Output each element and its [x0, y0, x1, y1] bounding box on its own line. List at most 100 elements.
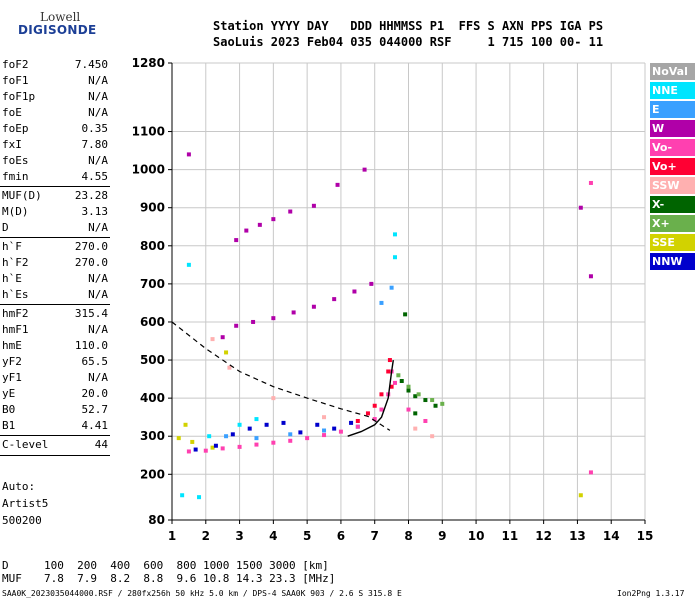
param-separator: [0, 435, 110, 436]
tick-label-x: 13: [569, 529, 586, 543]
data-point-ssw: [227, 365, 232, 370]
param-row: foEp 0.35: [2, 121, 108, 137]
param-key: foF1: [2, 74, 29, 87]
tick-label-y: 1280: [132, 56, 165, 70]
param-row: foEs N/A: [2, 153, 108, 169]
data-point-w: [311, 203, 316, 208]
param-value: N/A: [88, 288, 108, 301]
data-point-nnw: [281, 420, 286, 425]
data-point-vo-: [379, 392, 384, 397]
data-point-w: [257, 222, 262, 227]
data-point-w: [234, 238, 239, 243]
tick-label-x: 3: [235, 529, 243, 543]
param-row: h`F2 270.0: [2, 255, 108, 271]
data-point-vo-: [588, 470, 593, 475]
data-point-vo-: [271, 440, 276, 445]
data-point-sse: [224, 350, 229, 355]
legend-item-nne: NNE: [650, 82, 695, 99]
data-point-x-: [399, 378, 404, 383]
artist-line-3: 500200: [2, 514, 42, 527]
data-point-x-: [406, 388, 411, 393]
tick-label-x: 2: [202, 529, 210, 543]
data-point-e: [389, 285, 394, 290]
param-value: N/A: [88, 90, 108, 103]
trace-curve: [347, 359, 394, 437]
chart-points: [176, 152, 593, 500]
footer-info: SAA0K_2023035044000.RSF / 280fx256h 50 k…: [2, 589, 402, 598]
data-point-nnw: [315, 422, 320, 427]
param-value: 4.41: [81, 419, 109, 432]
data-point-sse: [210, 445, 215, 450]
param-key: h`E: [2, 272, 22, 285]
param-separator: [0, 455, 110, 456]
param-row: h`Es N/A: [2, 287, 108, 303]
data-point-x-: [416, 392, 421, 397]
data-point-w: [271, 316, 276, 321]
param-separator: [0, 304, 110, 305]
param-key: M(D): [2, 205, 29, 218]
data-point-nnw: [298, 430, 303, 435]
param-key: hmF1: [2, 323, 29, 336]
param-value: 65.5: [81, 355, 109, 368]
param-value: 3.13: [81, 205, 109, 218]
data-point-vo-: [355, 418, 360, 423]
data-point-vo-: [392, 380, 397, 385]
param-key: MUF(D): [2, 189, 42, 202]
data-point-nnw: [264, 422, 269, 427]
data-point-sse: [190, 439, 195, 444]
param-row: foF1p N/A: [2, 89, 108, 105]
logo-digisonde: DIGISONDE: [18, 23, 97, 37]
param-value: N/A: [88, 221, 108, 234]
data-point-w: [271, 217, 276, 222]
data-point-vo-: [322, 433, 327, 438]
data-point-w: [352, 289, 357, 294]
legend-item-vo-: Vo-: [650, 139, 695, 156]
data-point-nne: [254, 417, 259, 422]
tick-label-x: 7: [371, 529, 379, 543]
data-point-x-: [413, 411, 418, 416]
ionogram-chart: 1 2 3 4 5 6 7 8 9 10 11 12 13 14 158020030040050060070…: [132, 56, 654, 543]
legend-item-ssw: SSW: [650, 177, 695, 194]
legend-item-sse: SSE: [650, 234, 695, 251]
param-value: 4.55: [81, 170, 109, 183]
data-point-vo-: [203, 448, 208, 453]
data-point-w: [220, 335, 225, 340]
param-row: yF1 N/A: [2, 370, 108, 386]
data-point-w: [291, 310, 296, 315]
ne-profile-curve: [171, 321, 391, 431]
param-row: yF2 65.5: [2, 354, 108, 370]
data-point-vo-: [305, 436, 310, 441]
data-point-w: [311, 304, 316, 309]
param-row: D N/A: [2, 220, 108, 236]
data-point-nne: [237, 422, 242, 427]
data-point-ssw: [413, 426, 418, 431]
logo-lowell: Lowell: [40, 10, 81, 24]
data-point-x-: [433, 403, 438, 408]
data-point-vo-: [355, 424, 360, 429]
data-point-e: [254, 436, 259, 441]
data-point-vo-: [379, 407, 384, 412]
data-point-nne: [392, 255, 397, 260]
footer-muf-values: 7.8 7.9 8.2 8.8 9.6 10.8 14.3 23.3 [MHz]: [44, 572, 336, 585]
param-value: 7.80: [81, 138, 109, 151]
legend-item-e: E: [650, 101, 695, 118]
tick-label-x: 5: [303, 529, 311, 543]
param-value: 0.35: [81, 122, 109, 135]
param-row: hmF2 315.4: [2, 306, 108, 322]
footer-d-values: 100 200 400 600 800 1000 1500 3000 [km]: [44, 559, 329, 572]
data-point-vo-: [365, 411, 370, 416]
data-point-x-: [413, 394, 418, 399]
tick-label-y: 700: [140, 277, 165, 291]
data-point-vo-: [406, 407, 411, 412]
param-row: foF1 N/A: [2, 73, 108, 89]
data-point-x-: [430, 398, 435, 403]
param-key: yE: [2, 387, 16, 400]
data-point-w: [335, 182, 340, 187]
param-key: foEp: [2, 122, 29, 135]
param-key: hmE: [2, 339, 22, 352]
param-key: foF2: [2, 58, 29, 71]
data-point-ssw: [322, 415, 327, 420]
data-point-e: [379, 300, 384, 305]
legend-item-x-: X+: [650, 215, 695, 232]
data-point-nnw: [247, 426, 252, 431]
